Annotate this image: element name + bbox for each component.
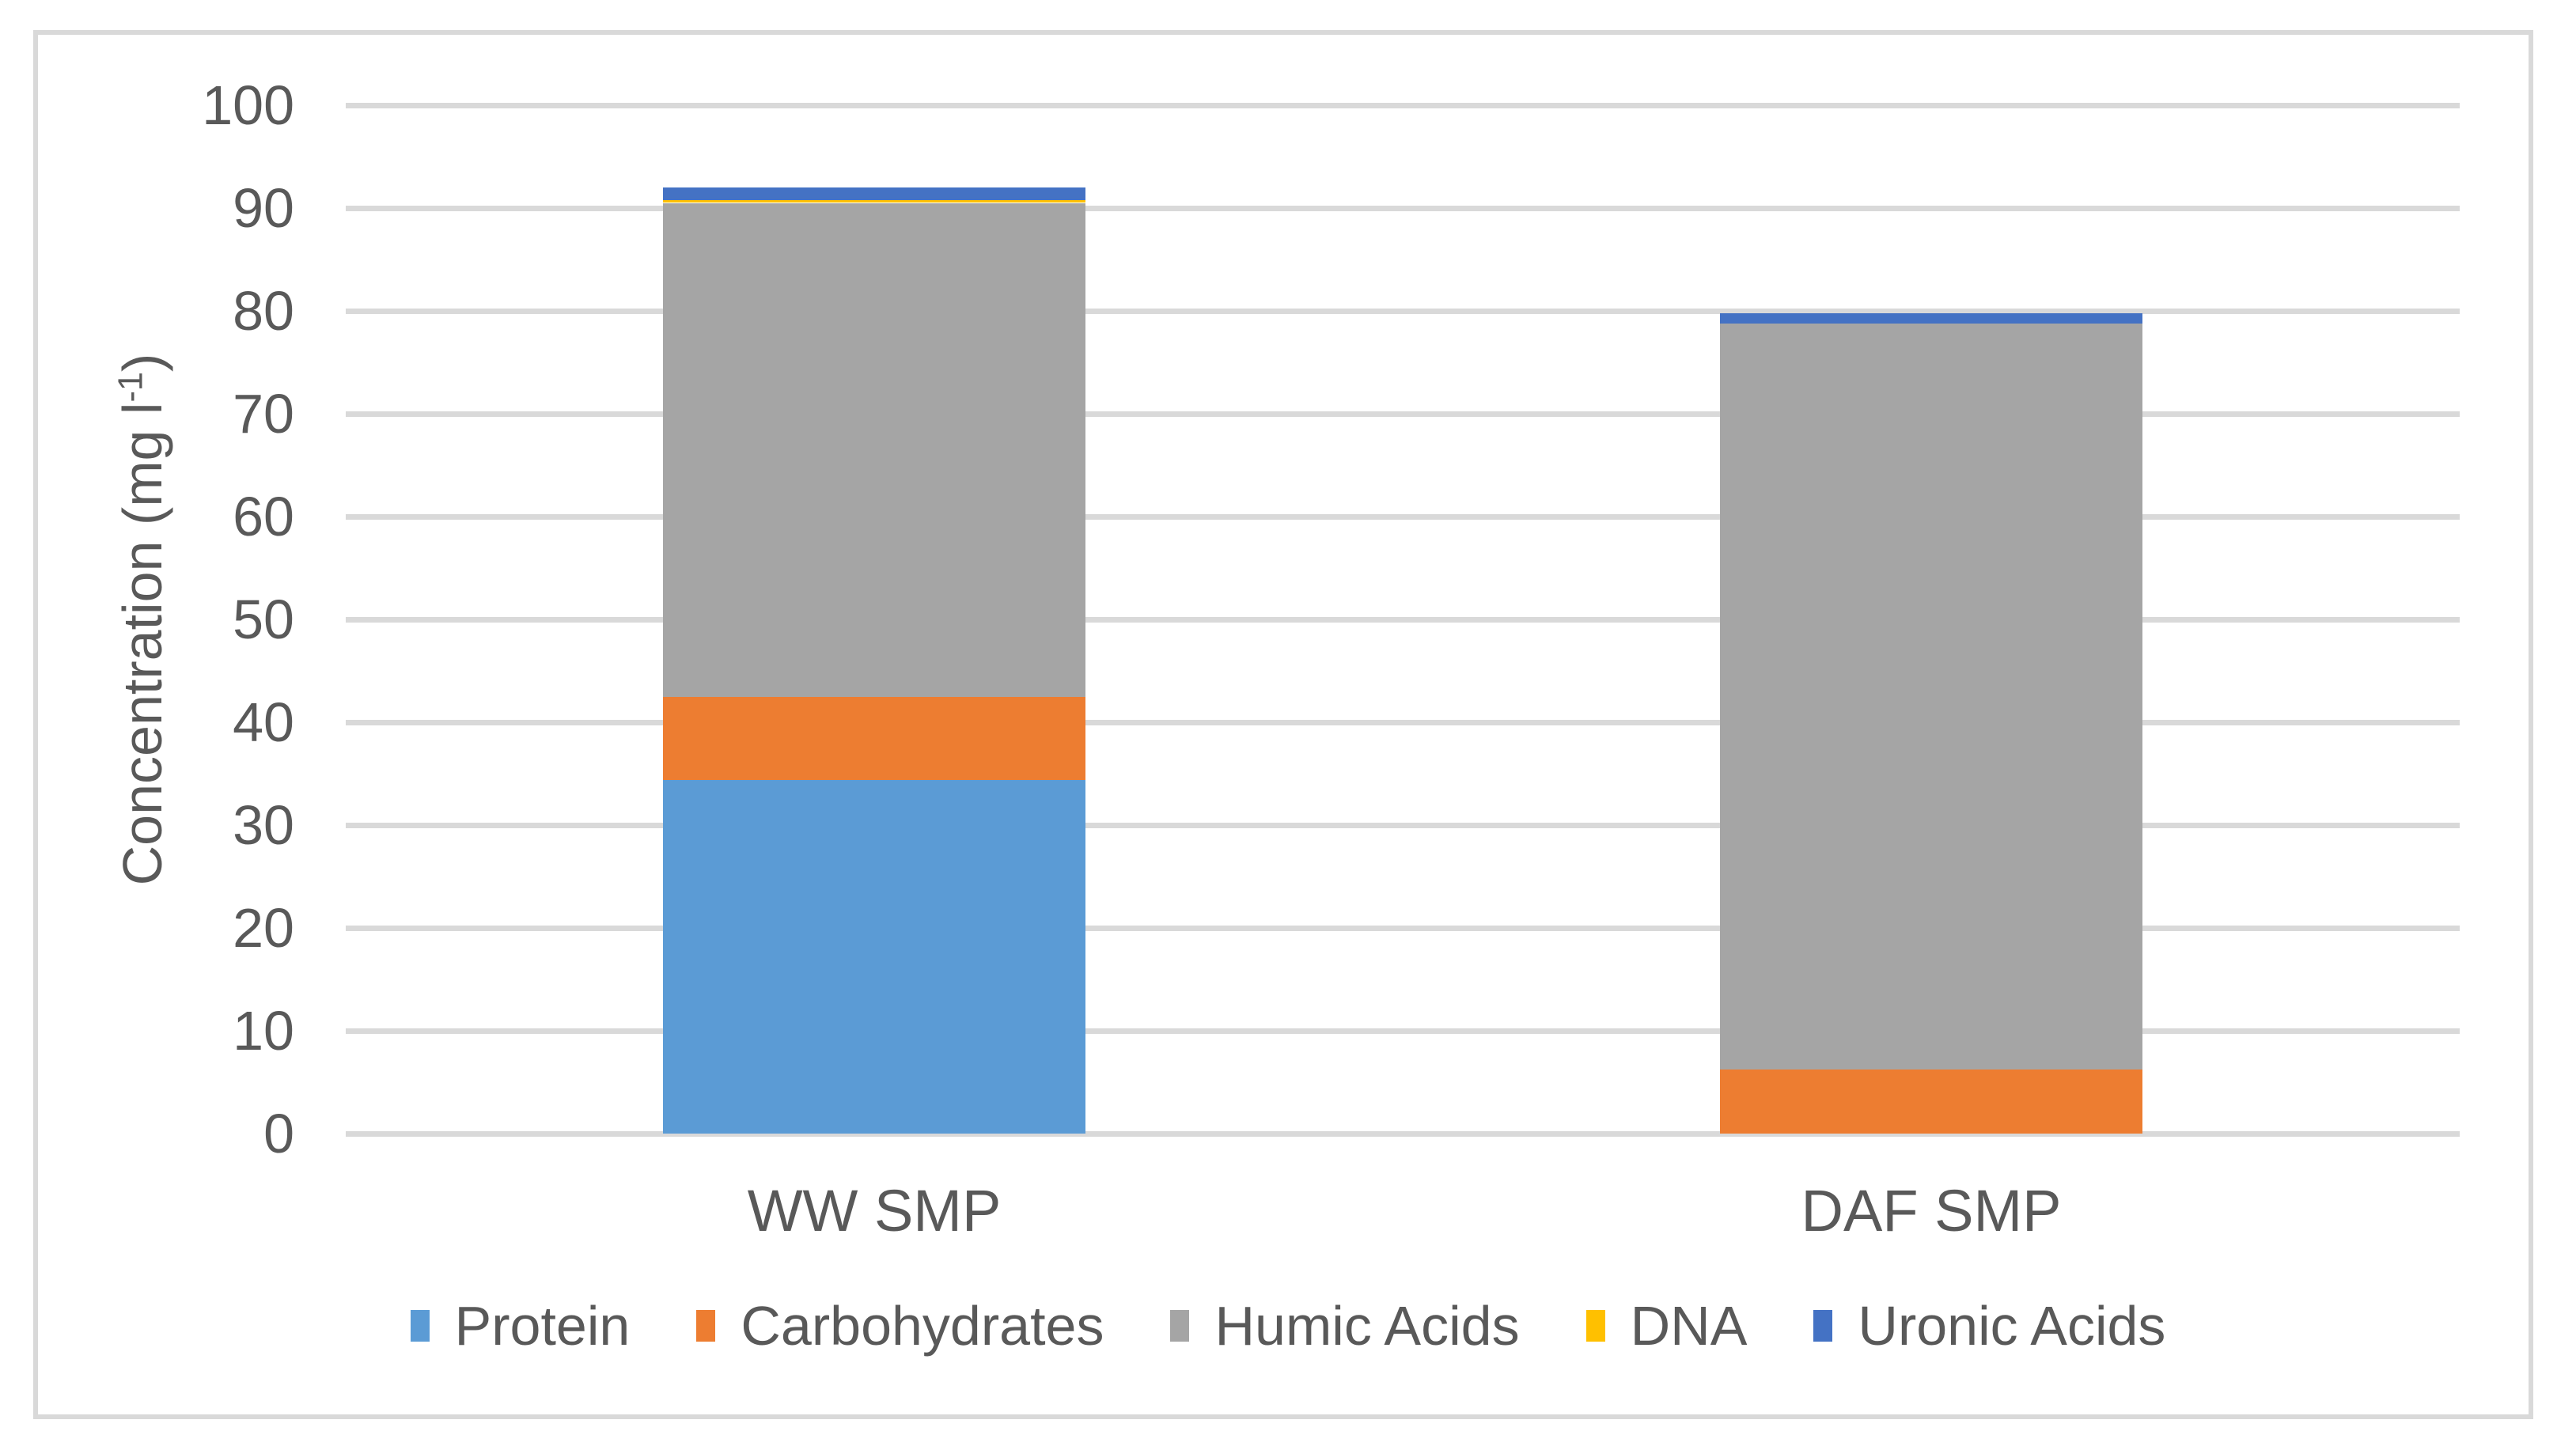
- y-tick-label-60: 60: [233, 486, 294, 547]
- category-label-ww-smp: WW SMP: [747, 1178, 1002, 1244]
- gridline-40: [346, 719, 2460, 725]
- y-axis-title-superscript: -1: [112, 371, 150, 403]
- bar-segment-ww-smp-carbohydrates: [663, 696, 1085, 780]
- y-tick-label-0: 0: [263, 1103, 294, 1164]
- gridline-20: [346, 925, 2460, 931]
- y-axis-title-close: ): [112, 353, 173, 372]
- legend: Protein Carbohydrates Humic Acids DNA Uronic…: [0, 1288, 2576, 1364]
- y-tick-label-70: 70: [233, 383, 294, 445]
- y-tick-label-40: 40: [233, 691, 294, 753]
- y-tick-label-80: 80: [233, 280, 294, 342]
- y-tick-label-50: 50: [233, 589, 294, 650]
- legend-swatch-uronic-acids: [1813, 1310, 1833, 1342]
- y-axis-title-text: Concentration (mg l: [112, 402, 173, 886]
- bar-segment-daf-smp-humic-acids: [1720, 323, 2142, 1070]
- legend-label-dna: DNA: [1630, 1295, 1748, 1357]
- legend-item-humic-acids: Humic Acids: [1170, 1294, 1520, 1357]
- legend-item-protein: Protein: [410, 1294, 631, 1357]
- gridline-80: [346, 308, 2460, 314]
- y-tick-label-90: 90: [233, 177, 294, 239]
- gridline-90: [346, 205, 2460, 211]
- gridline-0: [346, 1130, 2460, 1137]
- legend-label-uronic-acids: Uronic Acids: [1858, 1295, 2166, 1357]
- legend-swatch-humic-acids: [1170, 1310, 1190, 1342]
- legend-label-carbohydrates: Carbohydrates: [741, 1295, 1104, 1357]
- y-axis-title: Concentration (mg l-1): [111, 354, 174, 886]
- bar-segment-ww-smp-uronic-acids: [663, 187, 1085, 200]
- y-tick-label-100: 100: [202, 74, 294, 136]
- gridline-100: [346, 102, 2460, 108]
- gridline-30: [346, 822, 2460, 828]
- category-label-daf-smp: DAF SMP: [1801, 1178, 2062, 1244]
- y-tick-label-20: 20: [233, 897, 294, 959]
- legend-swatch-protein: [410, 1310, 430, 1342]
- gridline-70: [346, 411, 2460, 417]
- bar-segment-ww-smp-dna: [663, 199, 1085, 203]
- y-tick-label-30: 30: [233, 794, 294, 856]
- bar-segment-ww-smp-protein: [663, 779, 1085, 1134]
- bar-segment-ww-smp-humic-acids: [663, 203, 1085, 697]
- gridline-50: [346, 616, 2460, 623]
- legend-label-humic-acids: Humic Acids: [1214, 1295, 1520, 1357]
- legend-swatch-dna: [1585, 1310, 1605, 1342]
- gridline-10: [346, 1028, 2460, 1034]
- legend-label-protein: Protein: [454, 1295, 631, 1357]
- legend-swatch-carbohydrates: [696, 1310, 716, 1342]
- gridline-60: [346, 513, 2460, 520]
- bar-segment-daf-smp-uronic-acids: [1720, 312, 2142, 324]
- legend-item-uronic-acids: Uronic Acids: [1813, 1294, 2165, 1357]
- bar-segment-daf-smp-carbohydrates: [1720, 1070, 2142, 1134]
- legend-item-carbohydrates: Carbohydrates: [696, 1294, 1104, 1357]
- y-tick-label-10: 10: [233, 1000, 294, 1062]
- legend-item-dna: DNA: [1585, 1294, 1748, 1357]
